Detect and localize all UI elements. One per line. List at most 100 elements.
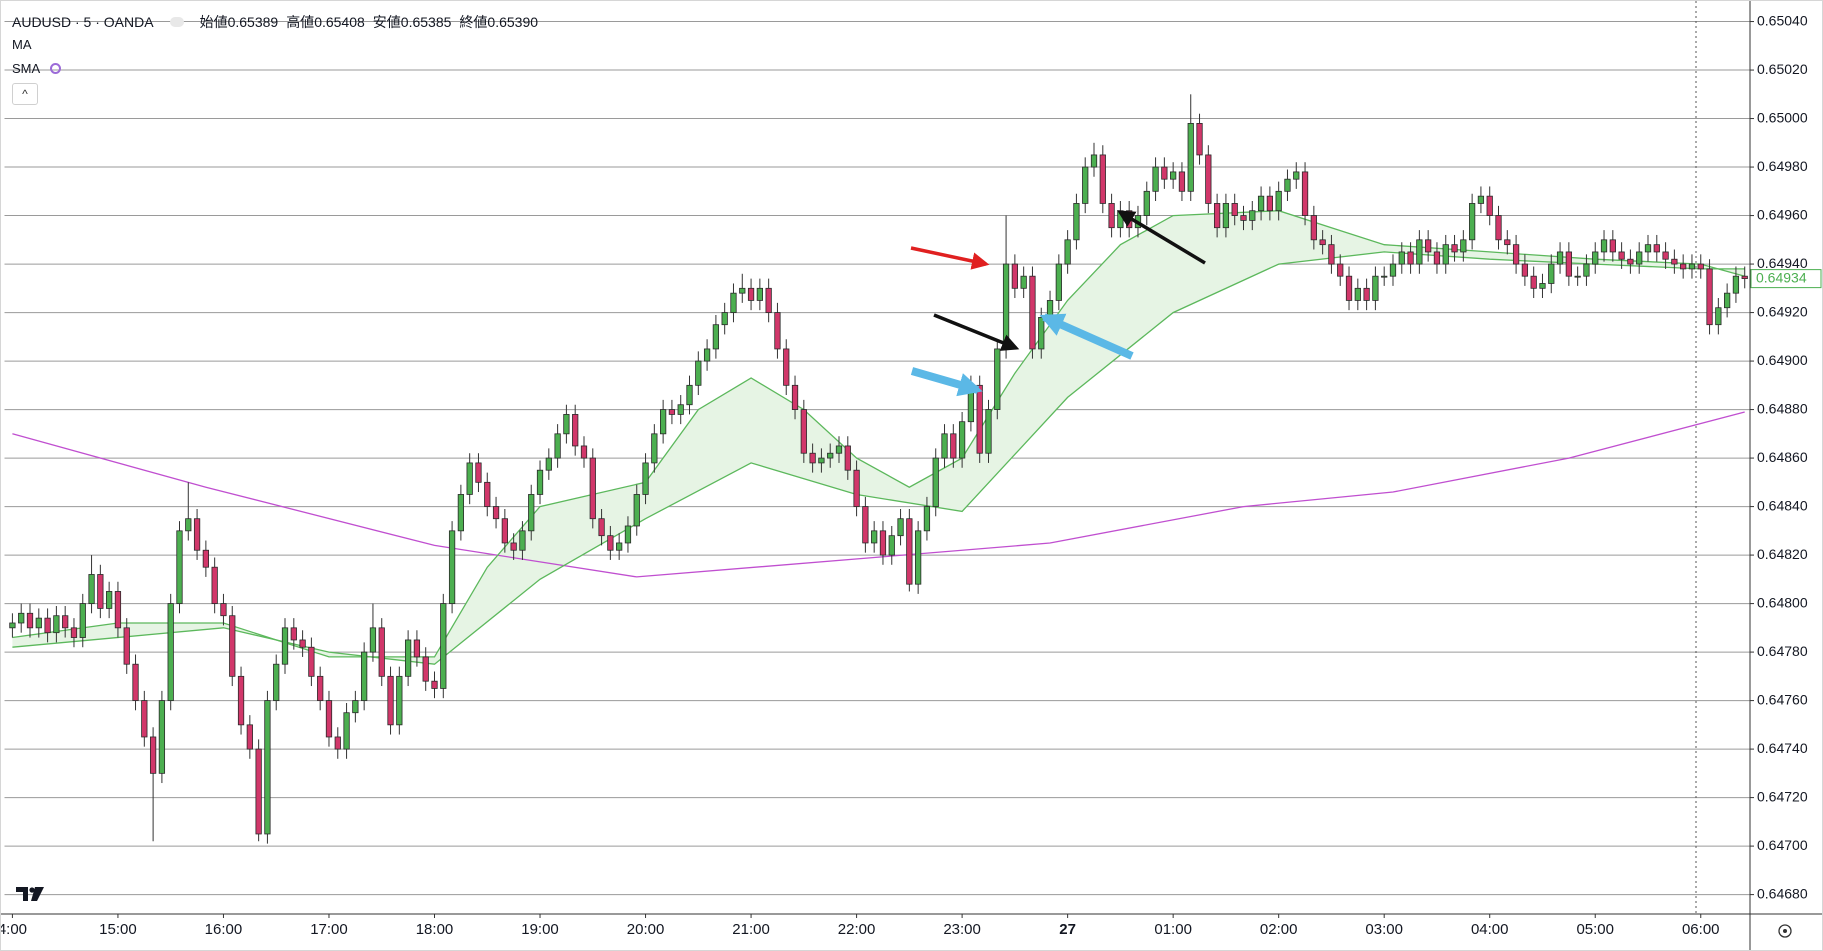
candle-body: [1178, 171, 1186, 192]
x-tick-label: 03:00: [1365, 921, 1403, 938]
candle-body: [1231, 203, 1238, 216]
candle-body: [1477, 195, 1485, 204]
candle-body: [712, 324, 720, 350]
y-tick-label: 0.64780: [1757, 643, 1808, 659]
last-price-label: 0.64934: [1756, 269, 1807, 285]
candle-body: [554, 433, 561, 459]
candle-body: [352, 700, 359, 714]
candle-body: [994, 348, 1001, 410]
candle-body: [677, 404, 684, 415]
indicator-sma[interactable]: SMA: [12, 61, 62, 76]
candle-body: [827, 452, 834, 459]
candle-body: [1363, 287, 1370, 301]
candle-body: [783, 348, 790, 386]
candle-body: [1011, 263, 1018, 289]
candle-body: [765, 287, 772, 313]
candle-body: [317, 675, 324, 701]
candle-body: [1407, 251, 1414, 265]
candle-body: [308, 646, 315, 677]
candle-body: [536, 469, 544, 495]
quote: 高値0.65408: [286, 12, 365, 32]
quote-label: 高値: [286, 14, 315, 30]
candle-body: [915, 530, 922, 585]
candle-body: [492, 506, 500, 520]
candle-body: [255, 748, 262, 835]
candle-body: [791, 384, 799, 410]
candle-body: [572, 414, 579, 447]
candle-body: [624, 525, 632, 544]
candle-body: [1187, 123, 1194, 192]
quote: 終値0.65390: [459, 12, 538, 32]
candle-body: [387, 675, 394, 726]
candle-body: [422, 656, 429, 682]
candle-body: [1706, 268, 1713, 326]
symbol-header: AUDUSD · 5 · OANDA 始値0.65389 高値0.65408 安値0…: [12, 12, 538, 32]
candle-body: [1495, 215, 1502, 241]
candle-body: [1064, 239, 1071, 265]
candle-body: [158, 700, 166, 774]
candle-body: [484, 481, 491, 507]
candle-body: [1671, 258, 1678, 265]
y-tick-label: 0.64960: [1757, 206, 1808, 222]
candle-body: [1161, 166, 1168, 180]
candle-body: [18, 612, 25, 624]
y-tick-label: 0.64820: [1757, 546, 1808, 562]
candle-body: [756, 287, 763, 301]
candle-body: [26, 612, 34, 629]
candle-body: [932, 457, 939, 507]
candle-body: [1213, 203, 1221, 229]
y-tick-label: 0.64900: [1757, 352, 1808, 368]
candle-body: [703, 348, 711, 362]
candle-body: [923, 506, 931, 532]
candle-body: [1337, 263, 1344, 277]
candle-body: [739, 287, 746, 294]
candle-body: [1732, 275, 1740, 294]
y-tick-label: 0.64700: [1757, 837, 1808, 853]
candle-body: [1460, 239, 1467, 253]
candle-body: [185, 518, 192, 532]
candle-body: [1389, 263, 1397, 277]
candle-body: [686, 384, 693, 406]
candle-body: [862, 506, 869, 544]
ohlc-quotes: 始値0.65389 高値0.65408 安値0.65385 終値0.65390: [200, 12, 538, 32]
settings-icon[interactable]: [1778, 924, 1792, 938]
candle-body: [114, 591, 122, 629]
candle-body: [1600, 239, 1608, 253]
candle-body: [79, 603, 86, 638]
candle-body: [1020, 275, 1027, 289]
candle-body: [211, 566, 218, 604]
candle-body: [62, 615, 69, 629]
candle-body: [1319, 239, 1326, 246]
candle-body: [1486, 195, 1493, 216]
candle-body: [1469, 203, 1476, 241]
quote-label: 終値: [459, 14, 488, 30]
candle-body: [343, 712, 350, 750]
candle-body: [958, 421, 966, 459]
candle-body: [106, 591, 113, 609]
collapse-button[interactable]: ^: [12, 83, 38, 105]
x-tick-label: 17:00: [310, 921, 348, 938]
symbol[interactable]: AUDUSD · 5 · OANDA: [12, 14, 154, 30]
candle-body: [1082, 166, 1089, 204]
candle-body: [1609, 239, 1616, 253]
candle-body: [448, 530, 456, 604]
candle-body: [563, 414, 570, 435]
candle-body: [1108, 203, 1115, 229]
y-tick-label: 0.64840: [1757, 497, 1808, 513]
x-tick-label: 16:00: [205, 921, 243, 938]
x-tick-label: 05:00: [1576, 921, 1614, 938]
moving-average: [12, 411, 1745, 578]
candle-body: [747, 287, 755, 301]
candle-body: [1504, 239, 1511, 246]
candle-body: [1038, 317, 1045, 350]
candle-body: [528, 494, 535, 532]
candle-body: [545, 457, 552, 471]
y-tick-label: 0.64980: [1757, 158, 1808, 174]
candle-body: [290, 627, 297, 641]
indicator-label: MA: [12, 37, 32, 52]
candle-body: [1636, 251, 1643, 265]
indicator-ma[interactable]: MA: [12, 37, 32, 52]
x-tick-label: 02:00: [1260, 921, 1298, 938]
